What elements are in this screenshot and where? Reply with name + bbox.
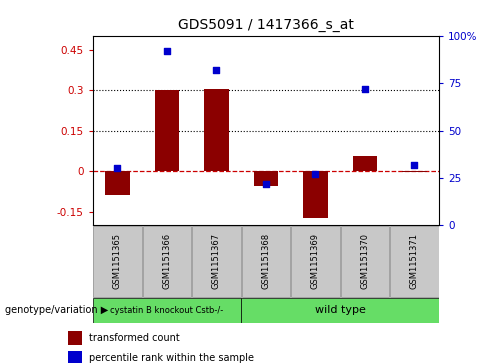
Point <box>311 171 319 177</box>
Text: cystatin B knockout Cstb-/-: cystatin B knockout Cstb-/- <box>110 306 224 315</box>
Text: transformed count: transformed count <box>89 333 180 343</box>
Bar <box>142 226 191 297</box>
Text: genotype/variation ▶: genotype/variation ▶ <box>5 305 108 315</box>
Bar <box>155 90 180 171</box>
Bar <box>93 298 241 323</box>
Bar <box>291 226 340 297</box>
Bar <box>402 171 427 172</box>
Point <box>114 166 122 171</box>
Bar <box>204 89 229 171</box>
Point <box>361 86 369 92</box>
Text: GSM1151365: GSM1151365 <box>113 233 122 289</box>
Bar <box>352 156 377 171</box>
Point <box>213 68 221 73</box>
Bar <box>93 226 142 297</box>
Title: GDS5091 / 1417366_s_at: GDS5091 / 1417366_s_at <box>178 19 354 33</box>
Bar <box>390 226 439 297</box>
Bar <box>105 171 130 195</box>
Text: GSM1151370: GSM1151370 <box>361 233 369 289</box>
Text: GSM1151369: GSM1151369 <box>311 233 320 289</box>
Point <box>262 181 270 187</box>
Bar <box>68 331 82 345</box>
Bar <box>254 171 278 186</box>
Text: GSM1151366: GSM1151366 <box>163 233 171 289</box>
Text: GSM1151371: GSM1151371 <box>410 233 419 289</box>
Point <box>410 162 418 168</box>
Text: GSM1151368: GSM1151368 <box>262 233 270 289</box>
Text: GSM1151367: GSM1151367 <box>212 233 221 289</box>
Bar <box>241 298 439 323</box>
Bar <box>341 226 389 297</box>
Text: wild type: wild type <box>315 305 366 315</box>
Bar <box>303 171 328 218</box>
Text: percentile rank within the sample: percentile rank within the sample <box>89 353 254 363</box>
Bar <box>192 226 241 297</box>
Bar <box>242 226 290 297</box>
Point <box>163 49 171 54</box>
Bar <box>68 351 82 363</box>
